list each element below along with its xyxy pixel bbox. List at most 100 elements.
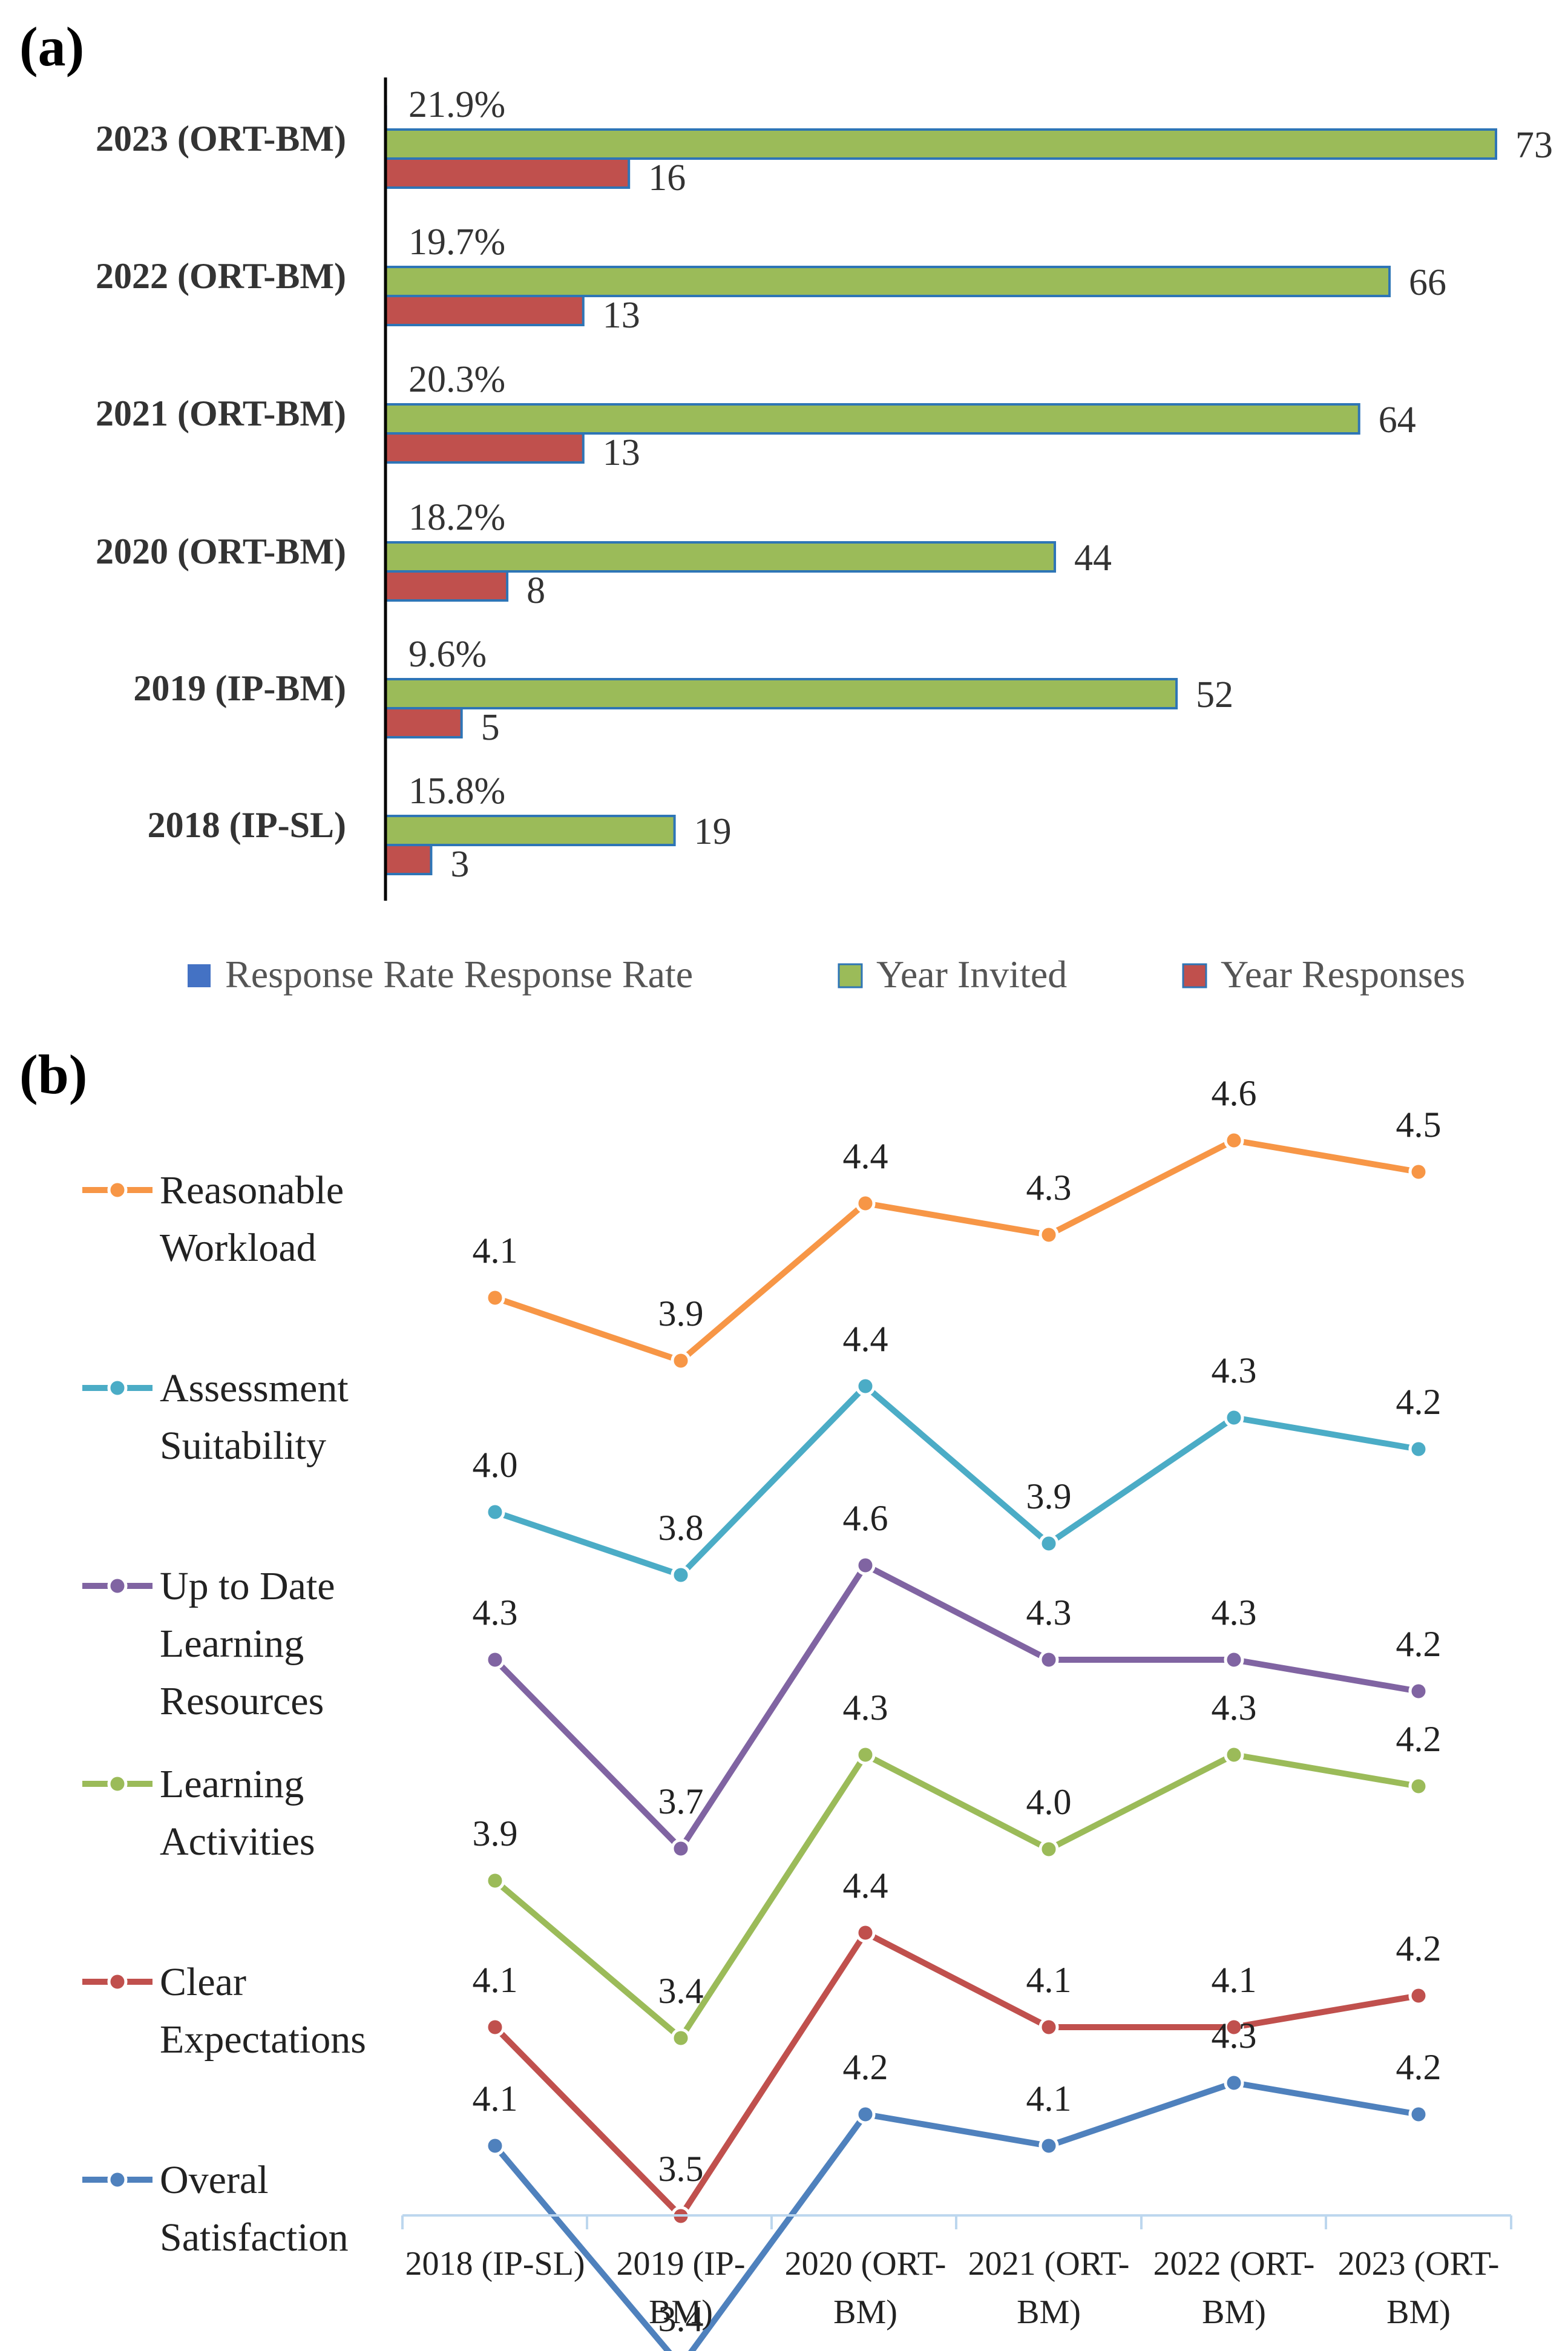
data-point xyxy=(485,1502,505,1522)
data-label: 3.4 xyxy=(658,2299,704,2339)
legend-marker xyxy=(107,1971,128,1992)
legend-label: Resources xyxy=(160,1679,324,1723)
legend-label: Clear xyxy=(160,1960,246,2004)
data-label: 4.6 xyxy=(843,1498,888,1538)
data-label: 4.3 xyxy=(1026,1593,1072,1633)
label-year-responses: 13 xyxy=(603,295,640,336)
x-tick-label: 2021 (ORT- xyxy=(968,2245,1130,2283)
data-point xyxy=(1038,1533,1059,1554)
data-label: 4.3 xyxy=(1212,1350,1257,1390)
data-label: 4.2 xyxy=(1396,2047,1442,2087)
label-response-rate: 20.3% xyxy=(408,359,505,400)
data-point xyxy=(855,2104,876,2125)
data-point xyxy=(855,1193,876,1214)
x-tick-label: BM) xyxy=(833,2293,897,2331)
legend-marker xyxy=(107,2169,128,2190)
legend-label: Up to Date xyxy=(160,1564,335,1608)
data-label: 4.1 xyxy=(473,1960,518,2000)
label-year-invited: 66 xyxy=(1409,262,1446,303)
data-label: 3.9 xyxy=(1026,1476,1072,1516)
data-label: 3.5 xyxy=(658,2149,704,2189)
data-label: 4.4 xyxy=(843,1866,888,1905)
data-point xyxy=(855,1376,876,1396)
category-label: 2021 (ORT-BM) xyxy=(96,393,346,433)
data-label: 4.1 xyxy=(473,2079,518,2119)
data-label: 4.1 xyxy=(1212,1960,1257,2000)
data-point xyxy=(1038,1225,1059,1245)
data-point xyxy=(1038,2017,1059,2037)
bar-year-responses xyxy=(384,707,463,738)
bar-year-responses xyxy=(384,570,509,602)
label-year-responses: 8 xyxy=(526,570,545,611)
label-response-rate: 18.2% xyxy=(408,497,505,538)
label-year-invited: 64 xyxy=(1379,400,1416,441)
data-label: 3.8 xyxy=(658,1508,704,1548)
label-year-responses: 13 xyxy=(603,432,640,473)
legend-marker xyxy=(107,1774,128,1794)
data-point xyxy=(485,1287,505,1308)
data-point xyxy=(1224,1130,1244,1151)
data-label: 3.7 xyxy=(658,1781,704,1821)
data-point xyxy=(485,2136,505,2156)
data-point xyxy=(855,1555,876,1576)
data-point xyxy=(671,1350,691,1371)
bar-year-invited xyxy=(384,403,1360,435)
label-year-responses: 16 xyxy=(648,157,686,199)
data-point xyxy=(1408,1985,1429,2006)
data-label: 4.0 xyxy=(1026,1782,1072,1822)
data-label: 4.4 xyxy=(843,1319,888,1359)
data-label: 4.3 xyxy=(1212,1688,1257,1728)
legend-swatch xyxy=(188,964,211,987)
data-label: 4.1 xyxy=(1026,2079,1072,2119)
x-tick-label: 2022 (ORT- xyxy=(1153,2245,1315,2283)
legend-label: Activities xyxy=(160,1820,315,1864)
series-line xyxy=(493,1752,1419,2041)
data-point xyxy=(1224,1407,1244,1428)
data-label: 4.6 xyxy=(1212,1073,1257,1113)
bar-year-invited xyxy=(384,128,1497,160)
panel-label-a: (a) xyxy=(19,16,84,77)
legend-label: Assessment xyxy=(160,1366,349,1410)
data-point xyxy=(855,1744,876,1765)
data-label: 3.9 xyxy=(658,1294,704,1333)
data-label: 4.1 xyxy=(473,1231,518,1271)
data-label: 4.4 xyxy=(843,1136,888,1176)
legend-label: Satisfaction xyxy=(160,2215,349,2260)
bar-year-invited xyxy=(384,266,1391,297)
data-label: 4.3 xyxy=(1212,2016,1257,2056)
data-point xyxy=(1224,2017,1244,2037)
legend-marker xyxy=(107,1378,128,1398)
data-point xyxy=(1408,2104,1429,2125)
label-year-invited: 52 xyxy=(1196,674,1233,715)
data-label: 4.2 xyxy=(1396,1624,1442,1664)
x-tick-label: 2020 (ORT- xyxy=(785,2245,946,2283)
bar-year-invited xyxy=(384,815,676,846)
x-tick-label: BM) xyxy=(1017,2293,1081,2331)
bar-year-responses xyxy=(384,157,631,189)
label-response-rate: 21.9% xyxy=(408,84,505,125)
legend-marker xyxy=(107,1576,128,1596)
series-line xyxy=(493,1562,1419,1852)
bar-year-responses xyxy=(384,432,585,464)
legend-label: Year Responses xyxy=(1221,953,1465,996)
data-label: 4.1 xyxy=(1026,1960,1072,2000)
label-year-invited: 44 xyxy=(1074,538,1112,579)
bar-year-responses xyxy=(384,295,585,326)
data-point xyxy=(671,1565,691,1585)
legend-swatch xyxy=(838,963,863,988)
data-label: 4.2 xyxy=(843,2047,888,2087)
data-point xyxy=(485,1870,505,1891)
data-point xyxy=(1408,1439,1429,1459)
data-point xyxy=(671,2028,691,2048)
x-tick-label: BM) xyxy=(649,2293,713,2331)
data-point xyxy=(1408,1681,1429,1702)
series-line xyxy=(494,1383,1419,1578)
bar-year-invited xyxy=(384,678,1178,709)
data-label: 4.3 xyxy=(1212,1593,1257,1633)
panel-label-b: (b) xyxy=(19,1044,87,1105)
line-chart: 4.1 3.9 4.4 4.3 4.6 4.5 Reasonable Workload 4.0 3… xyxy=(82,1073,1512,2351)
legend-swatch xyxy=(1182,963,1207,988)
category-label: 2022 (ORT-BM) xyxy=(96,256,346,296)
x-tick-label: 2023 (ORT- xyxy=(1338,2245,1500,2283)
